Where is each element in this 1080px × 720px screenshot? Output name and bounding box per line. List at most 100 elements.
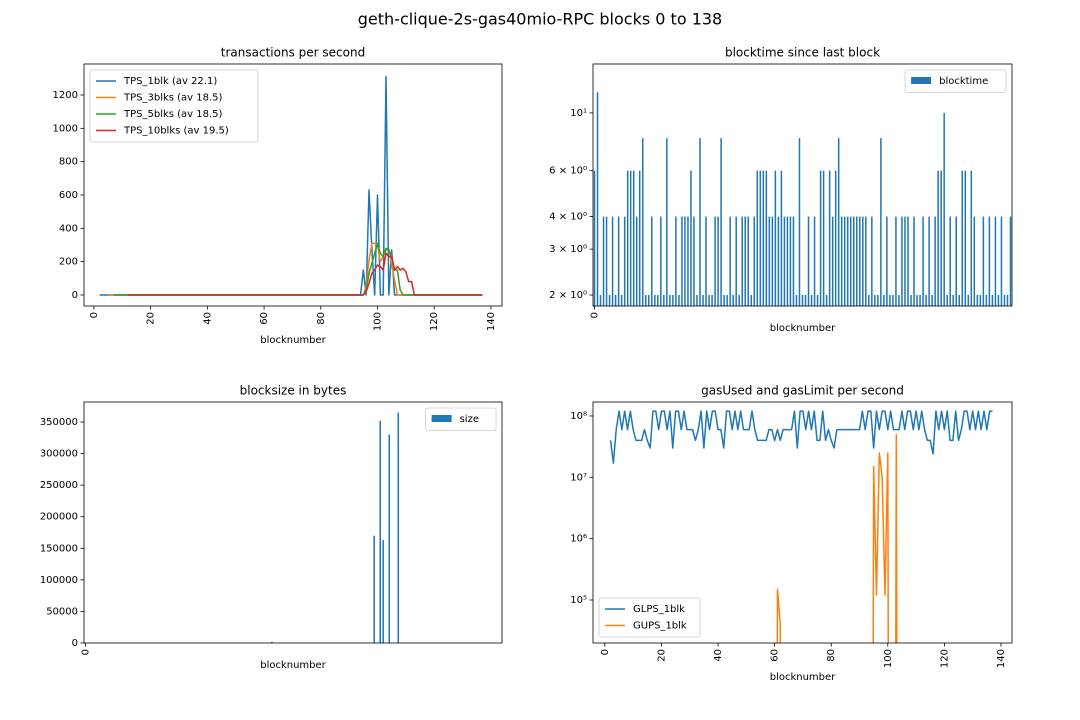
bar — [813, 216, 816, 306]
x-tick-label: 20 — [146, 312, 157, 325]
bar — [678, 295, 680, 306]
bar — [388, 434, 390, 643]
bar — [798, 138, 801, 306]
bar — [801, 295, 804, 306]
legend-box — [598, 597, 701, 638]
x-tick-label: 120 — [939, 649, 950, 668]
bar — [804, 295, 807, 306]
bar — [816, 295, 819, 306]
y-tick-label: 3 × 10⁰ — [549, 244, 587, 255]
x-tick-label: 80 — [826, 649, 837, 662]
x-tick-label: 40 — [202, 312, 213, 325]
y-tick-label: 10⁸ — [570, 411, 587, 422]
bar — [907, 216, 909, 306]
bar — [397, 412, 400, 643]
bar — [759, 170, 762, 306]
legend-label: TPS_10blks (av 19.5) — [123, 126, 229, 137]
bar — [747, 216, 749, 306]
bar — [910, 295, 912, 306]
bar — [596, 92, 599, 306]
axes-frame — [83, 63, 503, 307]
bar — [602, 216, 605, 306]
y-tick-label: 800 — [59, 157, 78, 168]
bar — [904, 216, 906, 306]
bar — [979, 295, 982, 306]
legend-label: size — [460, 414, 479, 425]
bar — [611, 216, 614, 306]
bar — [1009, 216, 1012, 306]
bar — [714, 216, 716, 306]
bar — [726, 295, 728, 306]
bar — [994, 216, 997, 306]
chart-title: transactions per second — [221, 46, 365, 60]
series-line — [609, 410, 993, 464]
legend: blocktime — [904, 69, 1007, 93]
bar — [702, 295, 704, 306]
bar — [856, 216, 858, 306]
y-tick-label: 10⁵ — [570, 595, 587, 606]
bar — [807, 216, 810, 306]
x-tick-label: 120 — [429, 312, 440, 331]
y-tick-label: 2 × 10⁰ — [549, 290, 587, 301]
bar — [852, 216, 855, 306]
x-axis-label: blocknumber — [770, 323, 836, 334]
x-tick-label: 0 — [590, 312, 601, 318]
legend-label: TPS_1blk (av 22.1) — [123, 76, 217, 87]
x-tick-label: 0 — [89, 312, 100, 318]
plot-area — [271, 412, 400, 643]
bar — [822, 170, 825, 306]
x-tick-label: 40 — [713, 649, 724, 662]
bar — [889, 295, 891, 306]
bar — [669, 295, 671, 306]
bar — [862, 216, 864, 306]
bar — [608, 295, 611, 306]
bar — [617, 216, 620, 306]
y-tick-label: 400 — [59, 223, 78, 234]
bar — [783, 216, 786, 306]
bar — [949, 216, 951, 306]
bar — [654, 295, 656, 306]
bar — [877, 295, 879, 306]
bar — [641, 138, 644, 306]
bar — [795, 295, 798, 306]
bar — [859, 216, 861, 306]
legend-label: TPS_3blks (av 18.5) — [123, 93, 223, 104]
bar — [976, 295, 979, 306]
bar — [837, 138, 840, 306]
bar — [849, 216, 852, 306]
bar — [765, 170, 768, 306]
y-tick-label: 100000 — [40, 575, 78, 586]
bar — [913, 216, 915, 306]
bar — [819, 170, 822, 306]
x-tick-label: 140 — [486, 312, 497, 331]
y-tick-label: 350000 — [40, 417, 78, 428]
bar — [991, 295, 994, 306]
bar — [970, 170, 973, 306]
bar — [626, 170, 629, 306]
bar — [789, 216, 792, 306]
bar — [937, 170, 939, 306]
bar — [599, 295, 602, 306]
bar — [762, 170, 765, 306]
y-tick-label: 10¹ — [570, 108, 587, 119]
axes-frame — [592, 63, 1013, 307]
bar — [635, 216, 638, 306]
x-axis-label: blocknumber — [260, 335, 326, 346]
bar — [880, 138, 882, 306]
bar — [672, 295, 674, 306]
y-tick-label: 200000 — [40, 512, 78, 523]
bar — [925, 295, 927, 306]
bar — [874, 295, 876, 306]
bar — [699, 138, 701, 306]
y-tick-label: 10⁶ — [570, 534, 587, 545]
bar — [620, 295, 623, 306]
legend-swatch — [911, 77, 932, 84]
bar — [931, 295, 933, 306]
bar — [657, 295, 659, 306]
bar — [786, 216, 789, 306]
legend: size — [425, 407, 497, 431]
bar — [871, 216, 873, 306]
series-line — [127, 252, 483, 296]
bar — [940, 170, 942, 306]
